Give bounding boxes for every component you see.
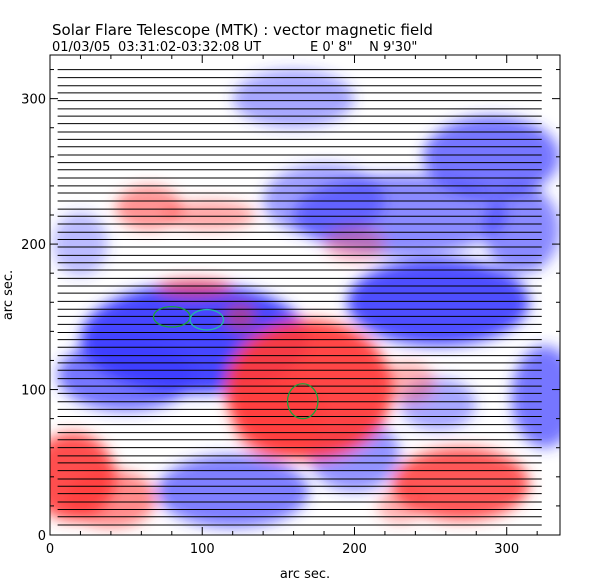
- positive-polarity-patch: [377, 488, 423, 524]
- axis-ticks: 0 100 200 300 0 100 200 300: [21, 55, 560, 557]
- negative-polarity-patch: [511, 345, 560, 448]
- negative-polarity-patch: [53, 212, 108, 277]
- observation-position: E 0' 8" N 9'30": [310, 40, 417, 55]
- contours: [152, 305, 319, 420]
- negative-polarity-patch: [263, 164, 385, 237]
- vector-field: [57, 69, 542, 526]
- observation-time-range: 03:31:02-03:32:08 UT: [118, 40, 261, 55]
- x-tick-label: 200: [342, 542, 367, 557]
- plot-frame: [49, 54, 561, 536]
- y-axis-label: arc sec.: [1, 270, 16, 320]
- plot-area: [50, 55, 560, 535]
- positive-polarity-patch: [156, 279, 233, 297]
- x-tick-label: 0: [46, 542, 54, 557]
- x-tick-label: 100: [190, 542, 215, 557]
- observation-date: 01/03/05: [52, 40, 110, 55]
- positive-polarity-patch: [164, 200, 256, 230]
- x-axis-label: arc sec.: [280, 567, 330, 582]
- x-tick-label: 300: [494, 542, 519, 557]
- field-contour: [189, 308, 225, 331]
- positive-polarity-patch: [232, 377, 325, 460]
- y-tick-label: 0: [38, 529, 46, 544]
- positive-polarity-patch: [324, 226, 385, 262]
- y-tick-label: 200: [21, 238, 46, 253]
- figure-title: Solar Flare Telescope (MTK) : vector mag…: [52, 21, 433, 39]
- negative-polarity-patch: [57, 338, 195, 412]
- negative-polarity-patch: [483, 185, 560, 274]
- negative-polarity-patch: [422, 116, 560, 198]
- y-tick-label: 100: [21, 384, 46, 399]
- y-tick-label: 300: [21, 93, 46, 108]
- positive-polarity-patch: [65, 469, 157, 528]
- positive-polarity-patch: [380, 361, 436, 403]
- field-contour: [286, 383, 319, 420]
- negative-polarity-patch: [232, 69, 355, 128]
